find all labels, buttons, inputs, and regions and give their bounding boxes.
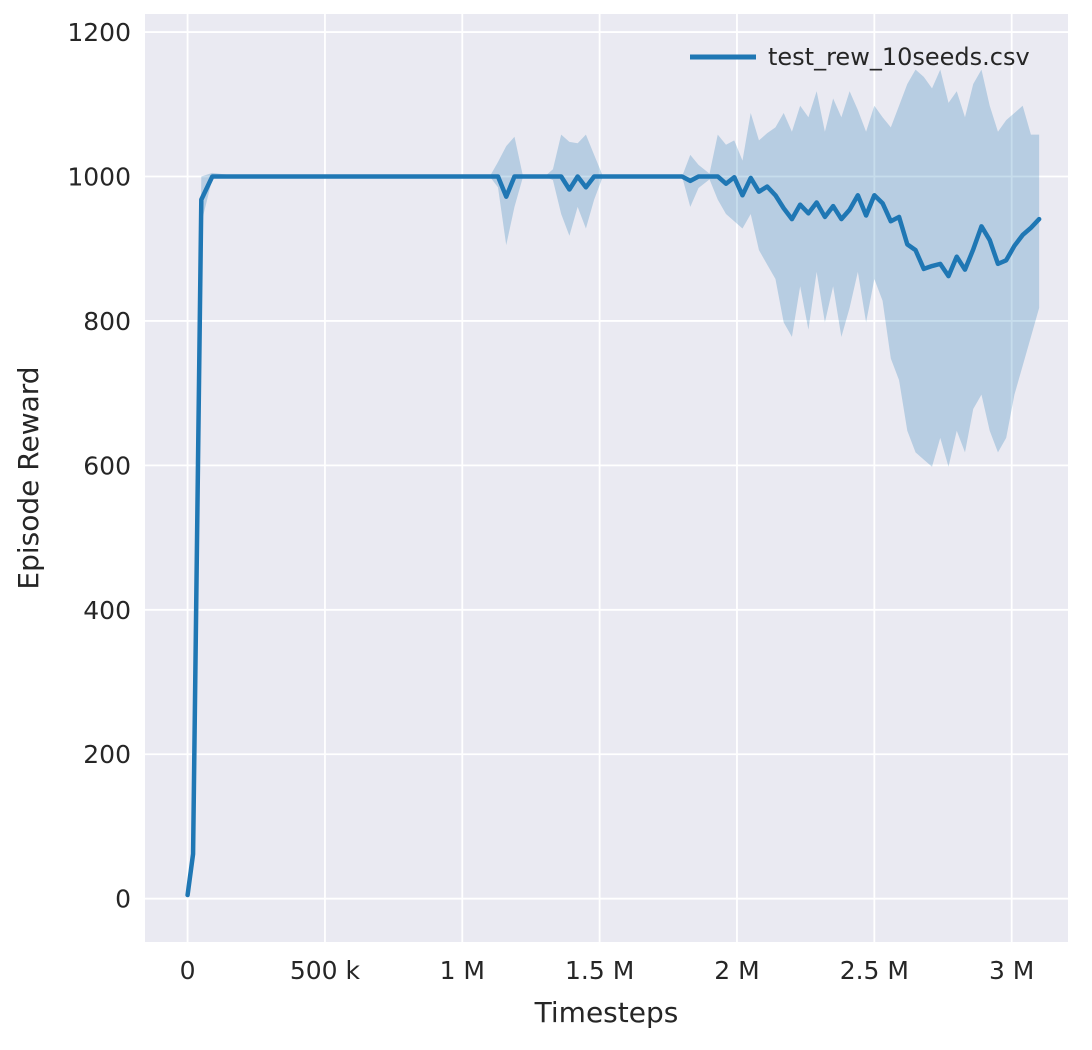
y-tick-label: 200 bbox=[83, 740, 131, 769]
series-line bbox=[185, 174, 1042, 898]
x-tick-label: 3 M bbox=[989, 956, 1034, 985]
y-tick-label: 800 bbox=[83, 307, 131, 336]
y-tick-label: 600 bbox=[83, 451, 131, 480]
x-axis-label: Timesteps bbox=[534, 996, 679, 1029]
y-tick-label: 1200 bbox=[67, 18, 131, 47]
plot-background bbox=[145, 14, 1068, 942]
confidence-band bbox=[187, 69, 1040, 898]
legend-label: test_rew_10seeds.csv bbox=[768, 43, 1030, 71]
x-tick-label: 2 M bbox=[714, 956, 759, 985]
x-tick-label: 2.5 M bbox=[840, 956, 909, 985]
y-tick-label: 1000 bbox=[67, 162, 131, 191]
y-tick-label: 400 bbox=[83, 596, 131, 625]
y-tick-label: 0 bbox=[115, 885, 131, 914]
x-tick-label: 0 bbox=[180, 956, 196, 985]
x-tick-label: 500 k bbox=[290, 956, 361, 985]
x-tick-label: 1 M bbox=[440, 956, 485, 985]
x-tick-label: 1.5 M bbox=[565, 956, 634, 985]
y-axis-label: Episode Reward bbox=[12, 366, 45, 589]
